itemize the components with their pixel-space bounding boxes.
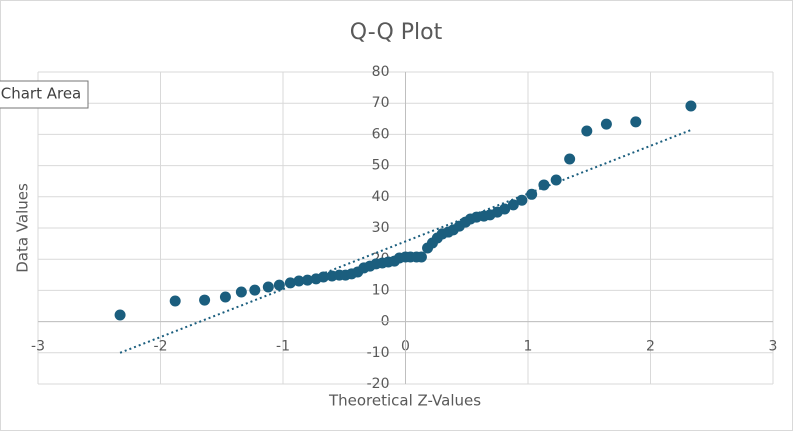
point [235, 286, 247, 298]
point [516, 194, 528, 206]
point [538, 179, 550, 191]
x-tick-label: 2 [646, 339, 655, 355]
y-tick-label: 70 [372, 95, 390, 111]
x-tick-label: -1 [276, 339, 290, 355]
y-tick-label: 10 [372, 282, 390, 298]
point [284, 277, 296, 289]
chart-title: Q-Q Plot [350, 20, 443, 45]
point [169, 295, 181, 307]
point [273, 279, 285, 291]
point [262, 281, 274, 293]
point [581, 125, 593, 137]
point [219, 291, 231, 303]
tooltip: Chart Area [1, 85, 82, 103]
trendline [119, 129, 692, 354]
x-tick-label: -3 [31, 339, 45, 355]
point [415, 251, 427, 263]
y-tick-label: 50 [372, 158, 390, 174]
point [302, 274, 313, 286]
y-tick-label: -10 [367, 345, 390, 361]
point [114, 309, 126, 321]
x-axis-title: Theoretical Z-Values [328, 392, 481, 410]
tooltip-box [0, 80, 89, 109]
x-tick-label: 3 [769, 339, 778, 355]
x-tick-label: -2 [154, 339, 168, 355]
point [550, 174, 562, 186]
point [564, 153, 576, 165]
point [249, 284, 261, 296]
point [317, 271, 329, 283]
y-axis-title: Data Values [14, 183, 32, 273]
point [685, 100, 697, 112]
point [600, 118, 612, 130]
point [199, 294, 211, 306]
point [630, 116, 642, 128]
point [499, 203, 511, 215]
y-tick-label: 30 [372, 220, 390, 236]
y-tick-label: 60 [372, 126, 390, 142]
y-tick-label: 80 [372, 64, 390, 80]
point [526, 188, 538, 200]
y-tick-label: 40 [372, 189, 390, 205]
point [507, 199, 519, 211]
x-tick-label: 1 [524, 339, 533, 355]
point [293, 275, 305, 287]
y-tick-label: -20 [367, 376, 390, 392]
